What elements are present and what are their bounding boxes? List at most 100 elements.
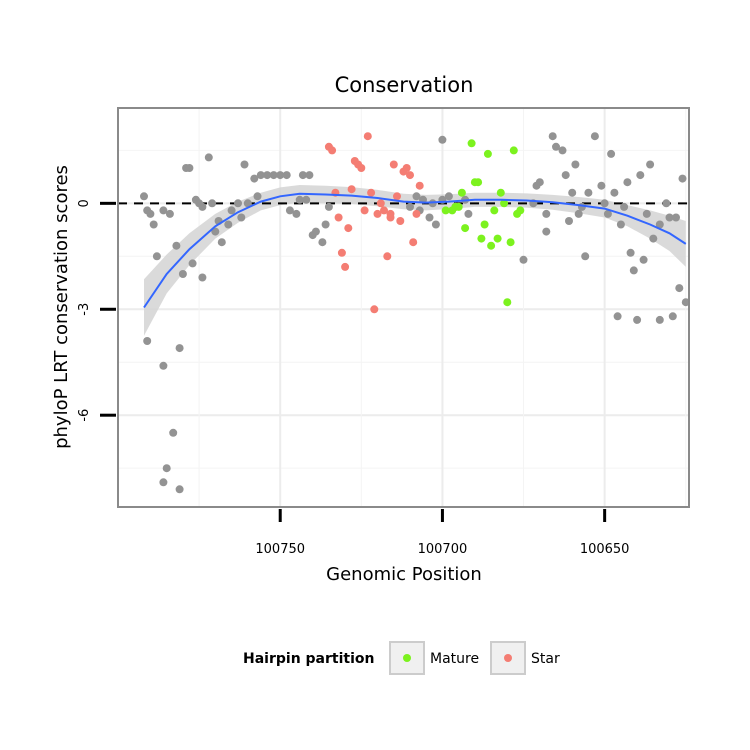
legend-key-mature bbox=[389, 641, 425, 675]
point-mature bbox=[457, 188, 466, 197]
point-mature bbox=[516, 206, 525, 215]
point-star bbox=[334, 213, 343, 222]
point-other bbox=[240, 160, 249, 169]
point-mature bbox=[493, 234, 502, 243]
point-mature bbox=[509, 146, 518, 155]
point-star bbox=[347, 185, 356, 194]
point-other bbox=[633, 315, 642, 324]
point-other bbox=[188, 259, 197, 268]
legend: Hairpin partition Mature Star bbox=[243, 641, 560, 675]
point-star bbox=[370, 305, 379, 314]
point-other bbox=[581, 252, 590, 261]
point-mature bbox=[467, 139, 476, 148]
point-other bbox=[558, 146, 567, 155]
point-other bbox=[152, 252, 161, 261]
point-other bbox=[675, 284, 684, 293]
point-star bbox=[393, 192, 401, 201]
point-other bbox=[175, 485, 184, 494]
point-other bbox=[464, 209, 473, 218]
point-other bbox=[169, 428, 178, 437]
point-other bbox=[665, 213, 674, 222]
point-other bbox=[237, 213, 246, 222]
point-other bbox=[227, 206, 236, 215]
point-other bbox=[431, 220, 440, 229]
point-other bbox=[620, 202, 629, 211]
point-mature bbox=[503, 298, 512, 307]
point-mature bbox=[487, 241, 496, 250]
legend-label-mature: Mature bbox=[430, 651, 479, 667]
y-tick-label: -3 bbox=[77, 303, 92, 316]
point-other bbox=[217, 238, 226, 247]
point-other bbox=[318, 238, 327, 247]
point-other bbox=[172, 241, 181, 250]
point-star bbox=[328, 146, 337, 155]
x-tick-label: 100750 bbox=[255, 542, 305, 557]
y-tick-label: -6 bbox=[77, 409, 92, 422]
point-other bbox=[159, 478, 168, 487]
point-other bbox=[198, 202, 207, 211]
point-other bbox=[438, 135, 447, 144]
x-axis: 100750 100700 100650 bbox=[255, 509, 629, 557]
point-star bbox=[409, 238, 418, 247]
point-other bbox=[198, 273, 207, 282]
point-star bbox=[367, 188, 376, 197]
legend-title: Hairpin partition bbox=[243, 651, 374, 667]
point-other bbox=[444, 192, 453, 201]
point-other bbox=[234, 199, 242, 208]
point-other bbox=[162, 464, 171, 473]
smooth-line bbox=[143, 192, 687, 309]
point-other bbox=[324, 202, 333, 211]
point-other bbox=[321, 220, 330, 229]
point-other bbox=[211, 227, 220, 236]
point-other bbox=[282, 171, 291, 180]
point-star bbox=[415, 181, 424, 190]
point-star bbox=[406, 171, 414, 180]
point-other bbox=[571, 160, 580, 169]
point-other bbox=[646, 160, 655, 169]
x-tick-label: 100650 bbox=[580, 542, 630, 557]
point-other bbox=[597, 181, 606, 190]
point-other bbox=[185, 164, 194, 172]
point-other bbox=[224, 220, 233, 229]
point-star bbox=[357, 164, 366, 172]
point-star bbox=[412, 209, 421, 218]
point-other bbox=[519, 255, 528, 264]
point-other bbox=[425, 213, 434, 222]
point-mature bbox=[496, 188, 505, 197]
point-other bbox=[269, 171, 278, 180]
point-mature bbox=[480, 220, 489, 229]
point-other bbox=[542, 227, 551, 236]
point-star bbox=[341, 262, 350, 271]
point-star bbox=[376, 199, 385, 208]
plot-border bbox=[117, 107, 690, 508]
point-other bbox=[178, 270, 187, 278]
point-mature bbox=[506, 238, 515, 247]
point-other bbox=[603, 209, 612, 218]
point-other bbox=[639, 255, 648, 264]
point-star bbox=[373, 209, 382, 218]
point-other bbox=[250, 174, 259, 183]
point-other bbox=[406, 202, 414, 211]
point-other bbox=[412, 192, 421, 201]
point-other bbox=[276, 171, 285, 180]
point-other bbox=[568, 188, 577, 197]
point-mature bbox=[477, 234, 486, 243]
point-other bbox=[146, 209, 155, 218]
point-mature bbox=[441, 206, 450, 215]
point-other bbox=[626, 248, 635, 257]
point-other bbox=[204, 153, 213, 162]
chart-title: Conservation bbox=[335, 73, 474, 97]
y-axis-title: phyloP LRT conservation scores bbox=[51, 165, 72, 449]
point-star bbox=[402, 164, 411, 172]
x-tick-label: 100700 bbox=[418, 542, 468, 557]
point-other bbox=[668, 312, 677, 321]
point-star bbox=[386, 209, 395, 218]
point-mature bbox=[490, 206, 499, 215]
point-star bbox=[363, 132, 372, 141]
point-other bbox=[629, 266, 638, 275]
point-other bbox=[243, 199, 252, 208]
point-other bbox=[662, 199, 671, 208]
point-other bbox=[552, 142, 560, 151]
point-other bbox=[678, 174, 687, 183]
